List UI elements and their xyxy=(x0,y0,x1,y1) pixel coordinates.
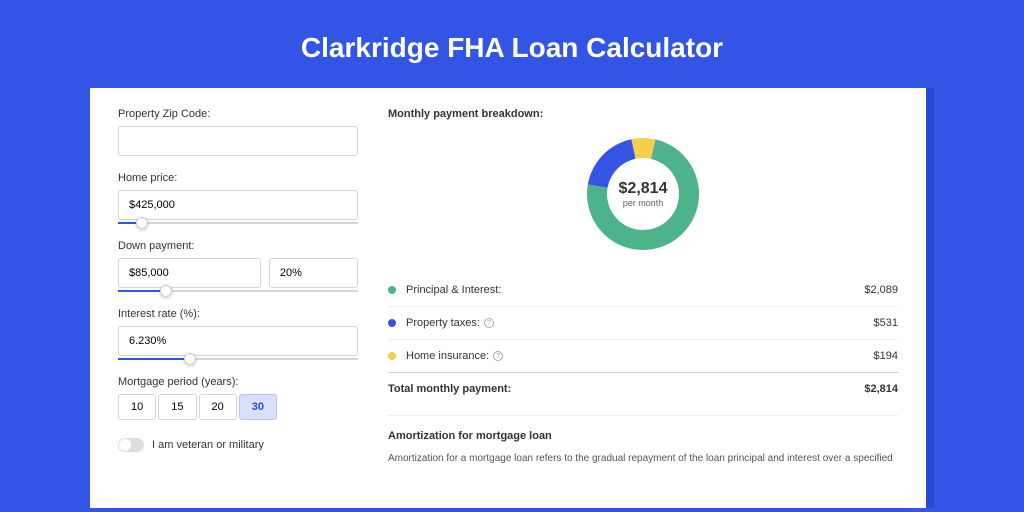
donut-chart-wrap: $2,814 per month xyxy=(388,134,898,254)
interest-rate-input[interactable] xyxy=(118,326,358,356)
donut-sub: per month xyxy=(623,198,664,208)
veteran-toggle[interactable] xyxy=(118,438,144,452)
total-value: $2,814 xyxy=(864,383,898,395)
veteran-label: I am veteran or military xyxy=(152,439,264,451)
breakdown-label: Home insurance: ? xyxy=(406,350,874,362)
page-title: Clarkridge FHA Loan Calculator xyxy=(0,0,1024,88)
zip-input[interactable] xyxy=(118,126,358,156)
breakdown-title: Monthly payment breakdown: xyxy=(388,108,898,120)
results-panel: Monthly payment breakdown: $2,814 per mo… xyxy=(388,108,898,488)
breakdown-label: Principal & Interest: xyxy=(406,284,864,296)
breakdown-row: Property taxes: ?$531 xyxy=(388,306,898,339)
down-payment-amount-input[interactable] xyxy=(118,258,261,288)
slider-handle[interactable] xyxy=(136,217,148,229)
home-price-input[interactable] xyxy=(118,190,358,220)
period-button-20[interactable]: 20 xyxy=(199,394,237,420)
breakdown-total-row: Total monthly payment: $2,814 xyxy=(388,372,898,405)
down-payment-percent-input[interactable] xyxy=(269,258,358,288)
period-button-15[interactable]: 15 xyxy=(158,394,196,420)
mortgage-period-group: 10152030 xyxy=(118,394,358,420)
info-icon[interactable]: ? xyxy=(484,318,494,328)
amortization-title: Amortization for mortgage loan xyxy=(388,430,898,442)
interest-rate-label: Interest rate (%): xyxy=(118,308,358,320)
legend-dot xyxy=(388,319,396,327)
interest-rate-slider[interactable] xyxy=(118,358,358,360)
period-button-30[interactable]: 30 xyxy=(239,394,277,420)
donut-amount: $2,814 xyxy=(619,180,668,198)
amortization-section: Amortization for mortgage loan Amortizat… xyxy=(388,415,898,466)
period-button-10[interactable]: 10 xyxy=(118,394,156,420)
breakdown-row: Home insurance: ?$194 xyxy=(388,339,898,372)
down-payment-label: Down payment: xyxy=(118,240,358,252)
veteran-row: I am veteran or military xyxy=(118,438,358,452)
info-icon[interactable]: ? xyxy=(493,351,503,361)
breakdown-value: $531 xyxy=(874,317,898,329)
breakdown-value: $2,089 xyxy=(864,284,898,296)
breakdown-label: Property taxes: ? xyxy=(406,317,874,329)
mortgage-period-label: Mortgage period (years): xyxy=(118,376,358,388)
zip-label: Property Zip Code: xyxy=(118,108,358,120)
total-label: Total monthly payment: xyxy=(388,383,864,395)
breakdown-value: $194 xyxy=(874,350,898,362)
donut-chart: $2,814 per month xyxy=(583,134,703,254)
home-price-slider[interactable] xyxy=(118,222,358,224)
legend-dot xyxy=(388,352,396,360)
card-shadow: Property Zip Code: Home price: Down paym… xyxy=(90,88,934,508)
amortization-text: Amortization for a mortgage loan refers … xyxy=(388,452,898,466)
form-panel: Property Zip Code: Home price: Down paym… xyxy=(118,108,358,488)
down-payment-slider[interactable] xyxy=(118,290,358,292)
home-price-label: Home price: xyxy=(118,172,358,184)
legend-dot xyxy=(388,286,396,294)
slider-handle[interactable] xyxy=(184,353,196,365)
slider-handle[interactable] xyxy=(160,285,172,297)
calculator-card: Property Zip Code: Home price: Down paym… xyxy=(90,88,926,508)
breakdown-row: Principal & Interest:$2,089 xyxy=(388,274,898,306)
donut-center: $2,814 per month xyxy=(583,134,703,254)
